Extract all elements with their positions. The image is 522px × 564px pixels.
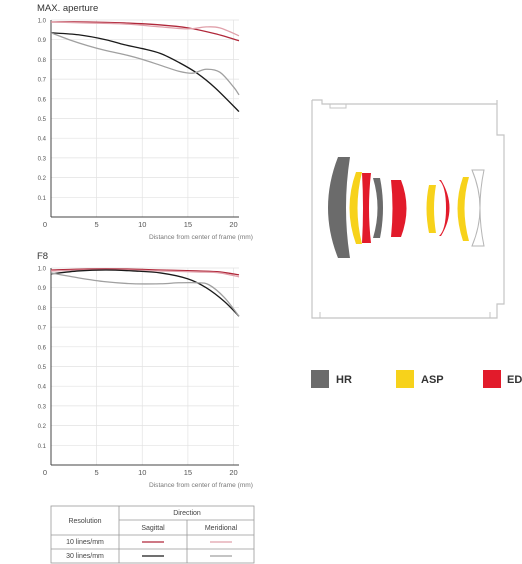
chart-grid: [51, 267, 239, 465]
series-line-10-sagittal: [50, 21, 240, 42]
x-tick-labels: 0 5 10 15 20: [43, 220, 238, 229]
series-line-30-meridional: [50, 272, 240, 317]
series-line-30-sagittal: [50, 32, 240, 113]
lens-element-asp: [426, 185, 436, 233]
lens-type-legend: HR ASP ED: [311, 370, 522, 388]
x-tick-label: 0: [43, 468, 47, 477]
y-tick-label: 1.0: [38, 19, 47, 25]
chart-grid: [51, 19, 239, 217]
y-tick-label: 1.0: [38, 267, 47, 273]
y-tick-label: 0.7: [38, 326, 47, 332]
y-tick-label: 0.1: [38, 196, 47, 202]
chart-series: [50, 21, 240, 113]
x-tick-label: 20: [229, 220, 237, 229]
y-tick-label: 0.6: [38, 345, 47, 351]
chart-axes: [50, 20, 239, 218]
y-tick-label: 0.2: [38, 176, 47, 182]
lens-element-hr: [328, 157, 350, 258]
legend-label-asp: ASP: [421, 374, 444, 386]
y-tick-label: 0.4: [38, 385, 47, 391]
lens-element-ed: [362, 173, 371, 243]
y-tick-labels: 0.1 0.2 0.3 0.4 0.5 0.6 0.7 0.8 0.9 1.0: [38, 19, 47, 202]
y-tick-label: 0.1: [38, 444, 47, 450]
y-tick-label: 0.8: [38, 58, 47, 64]
x-axis-label: Distance from center of frame (mm): [149, 234, 253, 241]
y-tick-label: 0.5: [38, 117, 47, 123]
chart-title: MAX. aperture: [37, 3, 98, 14]
x-tick-label: 0: [43, 220, 47, 229]
chart-series: [50, 268, 240, 317]
lens-element-plain: [471, 169, 485, 247]
y-tick-labels: 0.1 0.2 0.3 0.4 0.5 0.6 0.7 0.8 0.9 1.0: [38, 267, 47, 450]
lens-barrel-detail: [319, 104, 491, 318]
x-tick-label: 5: [95, 220, 99, 229]
x-tick-label: 10: [138, 220, 146, 229]
table-header-meridional: Meridional: [205, 525, 238, 532]
x-tick-label: 10: [138, 468, 146, 477]
lens-construction-diagram: [311, 99, 505, 319]
lens-element-hr: [373, 178, 383, 238]
lens-element-asp: [457, 177, 469, 241]
lens-element-ed: [439, 180, 450, 236]
mtf-chart-max-aperture: MAX. aperture 0.10.20.30.40.50.60.70.80.…: [37, 3, 253, 241]
chart-axes: [50, 268, 239, 466]
series-line-10-meridional: [50, 21, 240, 37]
legend-swatch-ed: [483, 370, 501, 388]
x-tick-label: 5: [95, 468, 99, 477]
series-line-30-sagittal: [50, 269, 240, 317]
table-header-resolution: Resolution: [68, 518, 101, 525]
mtf-chart-f8: F8 0.1 0.2 0.3 0.4 0.5 0.6 0.7 0.8 0.9 1.0 0 5 10 15…: [37, 251, 253, 489]
series-line-30-meridional: [50, 32, 240, 96]
legend-swatch-hr: [311, 370, 329, 388]
y-tick-label: 0.6: [38, 97, 47, 103]
legend-label-hr: HR: [336, 374, 352, 386]
x-axis-label: Distance from center of frame (mm): [149, 482, 253, 489]
table-border: [50, 505, 255, 564]
y-tick-label: 0.3: [38, 404, 47, 410]
table-header-direction: Direction: [173, 510, 201, 517]
y-tick-label: 0.2: [38, 424, 47, 430]
y-tick-label: 0.7: [38, 78, 47, 84]
lens-element-asp: [349, 172, 362, 244]
table-row-label: 10 lines/mm: [66, 539, 104, 546]
series-line-10-sagittal: [50, 268, 240, 276]
y-tick-label: 0.3: [38, 156, 47, 162]
y-tick-label: 0.8: [38, 306, 47, 312]
chart-title: F8: [37, 251, 48, 262]
lens-barrel-outline: [311, 99, 505, 319]
x-tick-label: 15: [184, 220, 192, 229]
y-tick-label: 0.4: [38, 137, 47, 143]
table-row-label: 30 lines/mm: [66, 553, 104, 560]
x-tick-labels: 0 5 10 15 20: [43, 468, 238, 477]
x-tick-label: 20: [229, 468, 237, 477]
y-tick-label: 0.9: [38, 286, 47, 292]
legend-label-ed: ED: [507, 374, 522, 386]
y-tick-label: 0.5: [38, 365, 47, 371]
lens-element-ed: [391, 180, 407, 237]
legend-swatch-asp: [396, 370, 414, 388]
x-tick-label: 15: [184, 468, 192, 477]
table-header-sagittal: Sagittal: [141, 525, 165, 532]
y-tick-label: 0.9: [38, 38, 47, 44]
mtf-legend-table: Resolution Direction Sagittal Meridional…: [50, 505, 255, 564]
